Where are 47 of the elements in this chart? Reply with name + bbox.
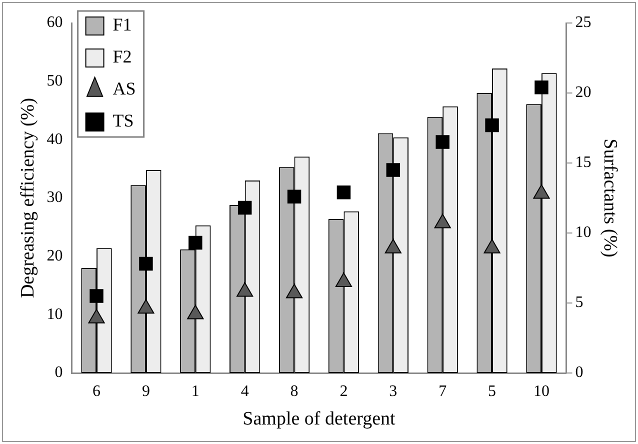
- point: [138, 299, 154, 314]
- x-tick-label: 7: [438, 382, 447, 400]
- legend-label: AS: [112, 78, 136, 99]
- x-tick-label: 3: [389, 382, 398, 400]
- point: [434, 214, 451, 228]
- point: [485, 118, 499, 132]
- y2-tick-label: 20: [575, 84, 592, 102]
- y-tick-label: 60: [46, 14, 63, 32]
- legend-label: TS: [112, 110, 134, 131]
- y-tick-label: 10: [46, 306, 63, 323]
- y2-tick-label: 5: [575, 294, 584, 312]
- x-tick-label: 4: [240, 382, 249, 400]
- point: [236, 282, 254, 297]
- point: [335, 272, 352, 287]
- point: [336, 186, 351, 200]
- x-tick-label: 9: [142, 382, 150, 400]
- point: [188, 236, 202, 250]
- x-tick-label: 5: [488, 382, 496, 400]
- y-tick-label: 30: [46, 189, 63, 206]
- x-tick-label: 10: [533, 382, 550, 400]
- y2-tick-label: 0: [575, 364, 584, 382]
- point: [286, 284, 303, 298]
- point: [484, 238, 500, 254]
- y2-tick-label: 15: [575, 154, 592, 172]
- legend-label: F2: [112, 46, 132, 67]
- y2-tick-label: 25: [575, 14, 592, 32]
- point: [384, 238, 402, 254]
- x-axis-title: Sample of detergent: [242, 408, 396, 430]
- point: [88, 308, 105, 324]
- y-tick-label: 50: [46, 72, 63, 90]
- y-tick-label: 0: [54, 364, 63, 382]
- point: [436, 135, 450, 149]
- y2-tick-label: 10: [575, 224, 592, 242]
- x-tick-label: 8: [290, 382, 298, 400]
- x-tick-label: 2: [340, 382, 348, 400]
- point: [534, 80, 548, 94]
- point: [386, 163, 400, 177]
- legend-label: F1: [112, 14, 132, 35]
- point: [187, 304, 204, 320]
- point: [287, 190, 302, 204]
- point: [238, 200, 252, 215]
- y-tick-label: 20: [46, 248, 63, 265]
- y-axis-title: Degreasing efficiency (%): [17, 98, 38, 298]
- x-tick-label: 6: [92, 382, 101, 400]
- y2-axis-title: Surfactants (%): [600, 138, 621, 258]
- x-tick-label: 1: [191, 382, 200, 400]
- y-tick-label: 40: [46, 130, 63, 148]
